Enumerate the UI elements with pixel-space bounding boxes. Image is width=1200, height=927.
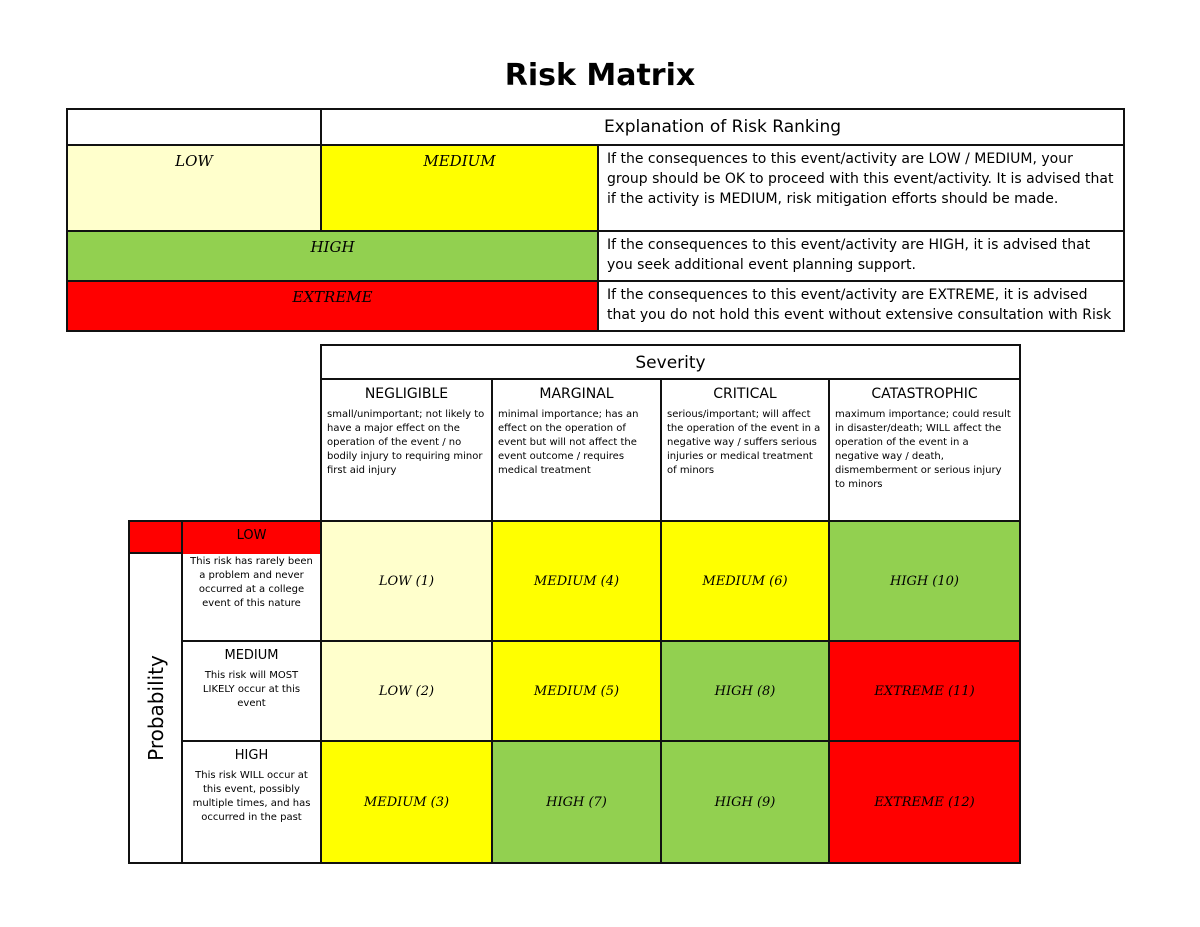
risk-cell-high: HIGH (8) — [660, 640, 830, 742]
risk-cell-low: LOW (1) — [320, 520, 493, 642]
explanation-text-low-medium: If the consequences to this event/activi… — [597, 144, 1125, 232]
probability-medium: MEDIUM This risk will MOST LIKELY occur … — [181, 640, 322, 742]
severity-desc: small/unimportant; not likely to have a … — [327, 409, 485, 476]
explanation-corner — [66, 108, 322, 146]
explanation-text-high: If the consequences to this event/activi… — [597, 230, 1125, 282]
risk-cell-high: HIGH (9) — [660, 740, 830, 864]
severity-header: Severity — [320, 344, 1021, 380]
severity-label: MARGINAL — [539, 386, 614, 402]
severity-catastrophic: CATASTROPHIC maximum importance; could r… — [828, 378, 1021, 522]
severity-marginal: MARGINAL minimal importance; has an effe… — [491, 378, 662, 522]
risk-cell-medium: MEDIUM (4) — [491, 520, 662, 642]
severity-desc: minimal importance; has an effect on the… — [498, 409, 639, 476]
explanation-level-high: HIGH — [66, 230, 599, 282]
probability-level: LOW — [236, 528, 267, 543]
explanation-header: Explanation of Risk Ranking — [320, 108, 1125, 146]
page-title: Risk Matrix — [504, 58, 696, 93]
risk-cell-medium: MEDIUM (6) — [660, 520, 830, 642]
explanation-level-medium: MEDIUM — [320, 144, 599, 232]
risk-cell-medium: MEDIUM (3) — [320, 740, 493, 864]
risk-cell-medium: MEDIUM (5) — [491, 640, 662, 742]
severity-desc: maximum importance; could result in disa… — [835, 409, 1011, 490]
risk-cell-extreme: EXTREME (11) — [828, 640, 1021, 742]
probability-axis: Probability — [128, 552, 183, 864]
probability-level: MEDIUM — [224, 648, 279, 663]
probability-desc: This risk will MOST LIKELY occur at this… — [202, 670, 301, 709]
probability-desc: This risk has rarely been a problem and … — [190, 556, 313, 609]
explanation-text-extreme: If the consequences to this event/activi… — [597, 280, 1125, 332]
explanation-level-extreme: EXTREME — [66, 280, 599, 332]
probability-high: HIGH This risk WILL occur at this event,… — [181, 740, 322, 864]
risk-cell-extreme: EXTREME (12) — [828, 740, 1021, 864]
probability-desc: This risk WILL occur at this event, poss… — [192, 770, 311, 823]
risk-cell-high: HIGH (10) — [828, 520, 1021, 642]
explanation-level-low: LOW — [66, 144, 322, 232]
probability-label: Probability — [143, 655, 168, 761]
matrix-corner — [128, 520, 183, 554]
risk-cell-low: LOW (2) — [320, 640, 493, 742]
severity-label: CRITICAL — [713, 386, 777, 402]
severity-desc: serious/important; will affect the opera… — [667, 409, 821, 476]
probability-low: LOW This risk has rarely been a problem … — [181, 520, 322, 642]
severity-negligible: NEGLIGIBLE small/unimportant; not likely… — [320, 378, 493, 522]
probability-level: HIGH — [234, 748, 269, 763]
severity-label: NEGLIGIBLE — [364, 386, 449, 402]
severity-label: CATASTROPHIC — [871, 386, 978, 402]
severity-critical: CRITICAL serious/important; will affect … — [660, 378, 830, 522]
risk-cell-high: HIGH (7) — [491, 740, 662, 864]
